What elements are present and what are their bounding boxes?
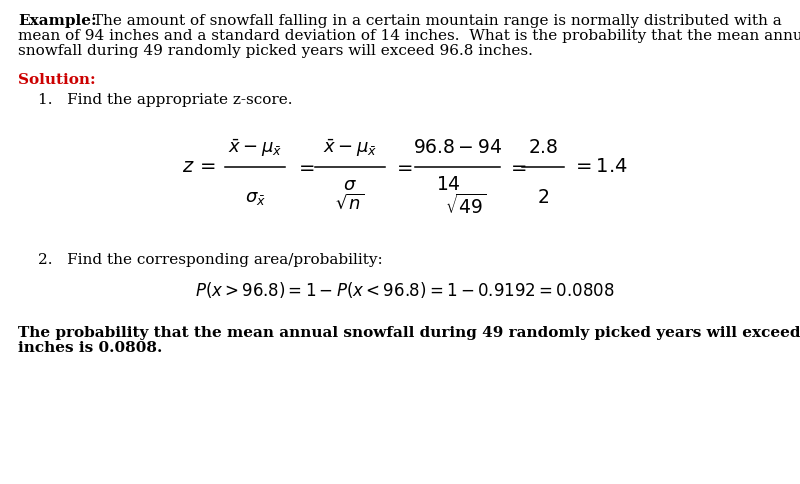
Text: mean of 94 inches and a standard deviation of 14 inches.  What is the probabilit: mean of 94 inches and a standard deviati… [18, 29, 800, 43]
Text: $\sqrt{n}$: $\sqrt{n}$ [335, 194, 365, 213]
Text: $P(x>96.8)=1-P(x<96.8)=1-0.9192=0.0808$: $P(x>96.8)=1-P(x<96.8)=1-0.9192=0.0808$ [195, 280, 614, 300]
Text: The probability that the mean annual snowfall during 49 randomly picked years wi: The probability that the mean annual sno… [18, 326, 800, 340]
Text: $=$: $=$ [295, 158, 315, 176]
Text: snowfall during 49 randomly picked years will exceed 96.8 inches.: snowfall during 49 randomly picked years… [18, 44, 533, 58]
Text: $\sqrt{49}$: $\sqrt{49}$ [446, 194, 486, 218]
Text: $14$: $14$ [435, 176, 461, 194]
Text: $\sigma$: $\sigma$ [343, 176, 357, 194]
Text: 2.   Find the corresponding area/probability:: 2. Find the corresponding area/probabili… [38, 253, 382, 267]
Text: Solution:: Solution: [18, 73, 96, 87]
Text: Example:: Example: [18, 14, 97, 28]
Text: $\sigma_{\bar{x}}$: $\sigma_{\bar{x}}$ [245, 189, 266, 207]
Text: $2$: $2$ [537, 189, 549, 207]
Text: $=$: $=$ [507, 158, 527, 176]
Text: inches is 0.0808.: inches is 0.0808. [18, 341, 162, 355]
Text: $96.8-94$: $96.8-94$ [414, 139, 502, 157]
Text: $z\,=$: $z\,=$ [182, 158, 216, 176]
Text: $=$: $=$ [393, 158, 413, 176]
Text: $\bar{x}-\mu_{\bar{x}}$: $\bar{x}-\mu_{\bar{x}}$ [228, 137, 282, 159]
Text: $2.8$: $2.8$ [528, 139, 558, 157]
Text: The amount of snowfall falling in a certain mountain range is normally distribut: The amount of snowfall falling in a cert… [88, 14, 782, 28]
Text: 1.   Find the appropriate z-score.: 1. Find the appropriate z-score. [38, 93, 293, 107]
Text: $=1.4$: $=1.4$ [572, 158, 628, 176]
Text: $\bar{x}-\mu_{\bar{x}}$: $\bar{x}-\mu_{\bar{x}}$ [323, 137, 377, 159]
